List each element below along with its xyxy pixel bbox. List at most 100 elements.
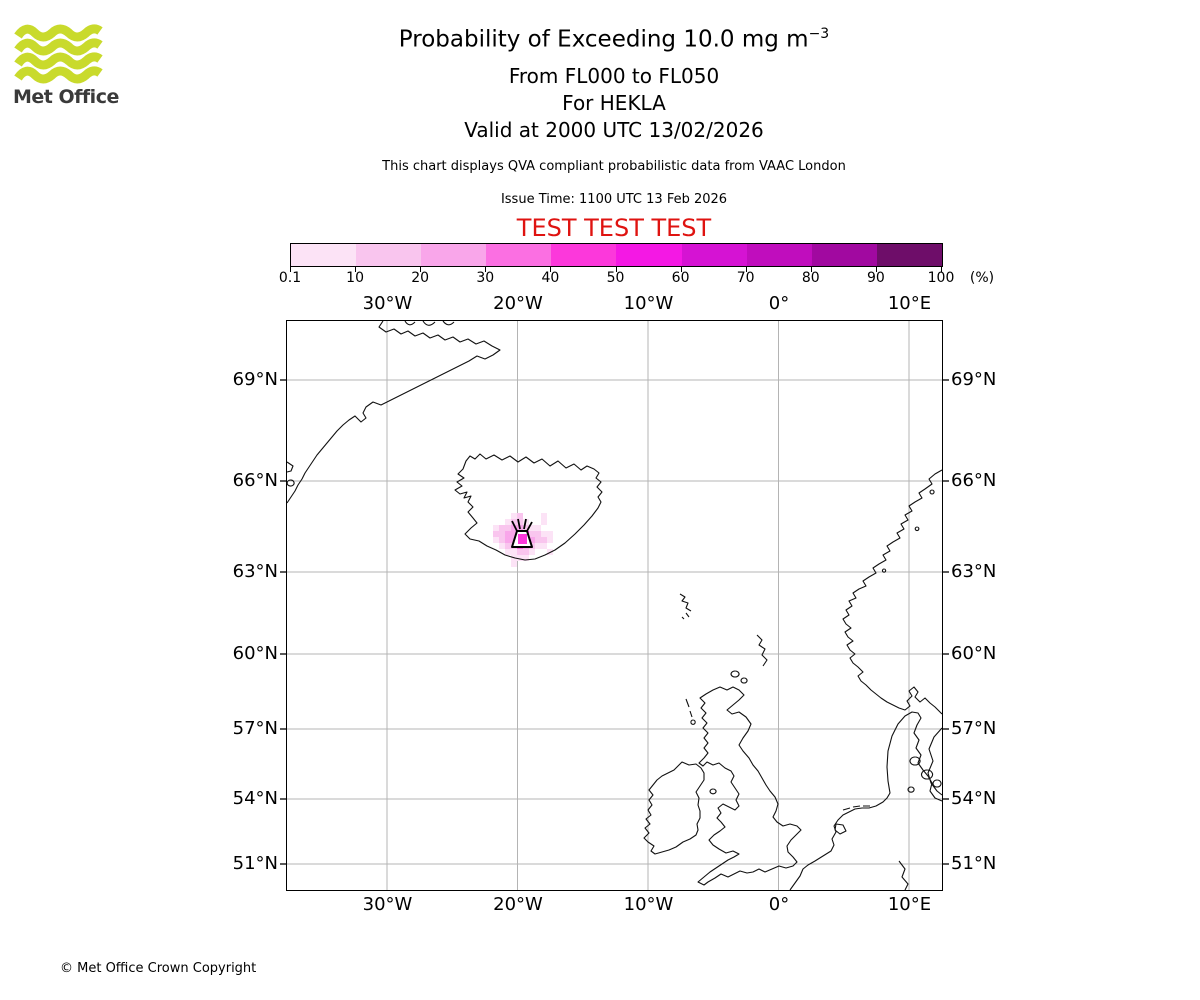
axis-ticks [280, 379, 949, 865]
coastline-frisian-islands [842, 805, 870, 811]
lat-label-left-54°N: 54°N [232, 787, 278, 809]
lon-label-bottom-0°: 0° [768, 894, 790, 915]
coastline-greenland [286, 320, 501, 504]
probability-cell [493, 537, 499, 543]
coastline-danish-islands [907, 756, 942, 793]
coastline-great-britain [697, 686, 802, 886]
probability-cell [529, 537, 535, 543]
colorbar-tick [875, 267, 877, 272]
lat-label-left-57°N: 57°N [232, 717, 278, 739]
lat-label-left-66°N: 66°N [232, 469, 278, 491]
colorbar-segment-70-80 [746, 244, 812, 266]
lon-label-top-30°W: 30°W [362, 293, 413, 314]
probability-cell [523, 555, 529, 561]
probability-cell [499, 531, 505, 537]
lat-label-right-69°N: 69°N [951, 368, 997, 390]
coastline-orkney [730, 670, 748, 684]
colorbar-tick [550, 267, 552, 272]
coastline-faroe-islands [679, 593, 692, 620]
colorbar-segment-40-50 [551, 244, 617, 266]
colorbar-tick [941, 267, 942, 272]
coastline-greenland-left-edge [286, 461, 295, 487]
test-banner: TEST TEST TEST [516, 214, 712, 242]
colorbar-tick-label: 70 [736, 270, 755, 286]
colorbar-segment-80-90 [811, 244, 877, 266]
lat-label-left-69°N: 69°N [232, 368, 278, 390]
colorbar-segment-60-70 [681, 244, 747, 266]
colorbar-tick [745, 267, 747, 272]
colorbar-tick-label: 90 [866, 270, 885, 286]
colorbar-segment-90-100 [876, 244, 942, 266]
lon-label-top-0°: 0° [768, 293, 790, 314]
met-office-logo [14, 24, 110, 88]
probability-cell [499, 543, 505, 549]
lat-label-right-66°N: 66°N [951, 469, 997, 491]
probability-cell [499, 525, 505, 531]
coastline-hebrides [685, 698, 696, 725]
colorbar-tick-label: 50 [606, 270, 625, 286]
lon-label-bottom-20°W: 20°W [493, 894, 543, 915]
colorbar-tick [355, 267, 357, 272]
probability-cell [511, 549, 517, 555]
colorbar-tick-label: 0.1 [278, 270, 302, 286]
coastline-norway [842, 469, 943, 715]
probability-cell [493, 525, 499, 531]
coastline-ijsselmeer [834, 823, 847, 835]
coastline-elbe-estuary [898, 860, 909, 891]
probability-cell [517, 549, 523, 555]
colorbar-tick [290, 267, 291, 272]
probability-cell [511, 561, 517, 567]
probability-cell [517, 555, 523, 561]
probability-cell [535, 537, 541, 543]
title-exponent: −3 [808, 26, 830, 42]
map-frame [280, 320, 949, 891]
colorbar-tick-label: 30 [476, 270, 495, 286]
copyright-text: © Met Office Crown Copyright [60, 961, 257, 976]
lat-label-left-51°N: 51°N [232, 852, 278, 874]
lon-label-top-10°E: 10°E [887, 293, 932, 314]
volcano-subtitle: For HEKLA [562, 91, 666, 115]
probability-cell [505, 519, 511, 525]
colorbar-segment-20-30 [421, 244, 487, 266]
colorbar-tick-label: 80 [801, 270, 820, 286]
probability-cell [511, 513, 517, 519]
colorbar-tick-label: 10 [346, 270, 364, 286]
colorbar-tick-label: 40 [541, 270, 560, 286]
valid-time-subtitle: Valid at 2000 UTC 13/02/2026 [464, 118, 764, 142]
colorbar-segment-10-20 [356, 244, 422, 266]
coastline-continent [789, 711, 943, 891]
qva-note: This chart displays QVA compliant probab… [382, 159, 846, 174]
lon-label-bottom-30°W: 30°W [362, 894, 413, 915]
probability-cell [505, 543, 511, 549]
probability-cell [547, 537, 553, 543]
probability-cell [505, 525, 511, 531]
probability-cell [541, 531, 547, 537]
probability-cell [505, 537, 511, 543]
lat-label-right-60°N: 60°N [951, 642, 997, 664]
coastline-ireland [643, 761, 705, 855]
probability-cell [499, 537, 505, 543]
coastlines [286, 320, 943, 891]
lat-label-left-60°N: 60°N [232, 642, 278, 664]
issue-time: Issue Time: 1100 UTC 13 Feb 2026 [500, 192, 728, 207]
map-canvas [280, 320, 949, 891]
probability-colorbar [290, 243, 943, 267]
colorbar-segment-30-40 [486, 244, 552, 266]
coastline-shetland [756, 634, 768, 667]
lat-label-left-63°N: 63°N [232, 560, 278, 582]
probability-cell [523, 549, 529, 555]
colorbar-tick-label: 60 [671, 270, 690, 286]
colorbar-tick-label: 100 [927, 270, 955, 286]
lon-label-bottom-10°W: 10°W [623, 894, 674, 915]
coastline-greenland-islands [404, 320, 455, 326]
probability-cell [535, 531, 541, 537]
coastline-isle-of-man [709, 788, 717, 795]
probability-cell [517, 513, 523, 519]
colorbar-segment-50-60 [616, 244, 682, 266]
probability-cell [511, 519, 517, 525]
lon-label-bottom-10°E: 10°E [887, 894, 932, 915]
probability-cell [535, 543, 541, 549]
colorbar-tick [420, 267, 422, 272]
volcano-marker-hekla [511, 518, 533, 548]
